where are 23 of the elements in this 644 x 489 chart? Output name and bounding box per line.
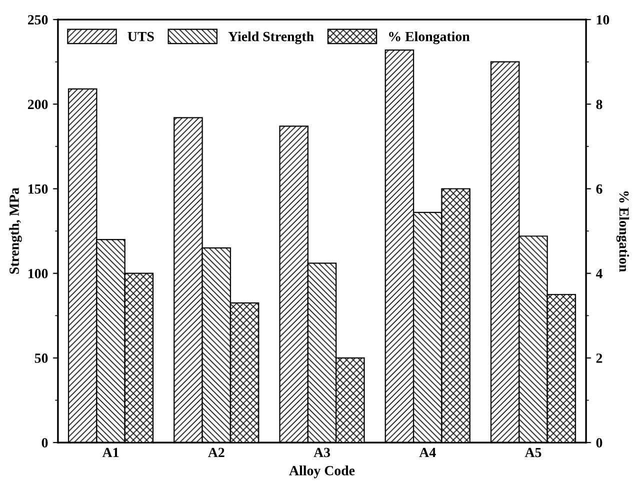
y2-tick-label: 8 — [596, 100, 602, 110]
x-tick-label: A2 — [208, 448, 224, 458]
y2-tick-label: 0 — [596, 438, 602, 448]
y2-tick-label: 6 — [596, 184, 602, 194]
y2-tick-label: 2 — [596, 354, 602, 363]
x-tick-label: A5 — [524, 448, 542, 458]
x-tick-label: A4 — [419, 448, 436, 458]
x-axis-title: Alloy Code — [289, 466, 355, 478]
y-tick-label: 150 — [28, 184, 48, 194]
y-tick-label: 250 — [28, 15, 48, 25]
legend-label: UTS — [128, 32, 154, 42]
y-tick-label: 100 — [28, 268, 48, 278]
y2-tick-label: 10 — [596, 15, 610, 25]
y2-axis-title: % Elongation — [616, 191, 630, 272]
y2-tick-label: 4 — [596, 269, 602, 278]
x-tick-label: A1 — [102, 448, 119, 458]
legend-label: % Elongation — [389, 31, 470, 44]
y-tick-label: 0 — [42, 438, 48, 448]
legend-label: Yield Strength — [228, 31, 314, 44]
x-tick-label: A3 — [314, 448, 330, 458]
y-tick-label: 50 — [34, 354, 48, 363]
y-tick-label: 200 — [28, 100, 48, 110]
y-axis-title: Strength, MPa — [9, 188, 22, 274]
